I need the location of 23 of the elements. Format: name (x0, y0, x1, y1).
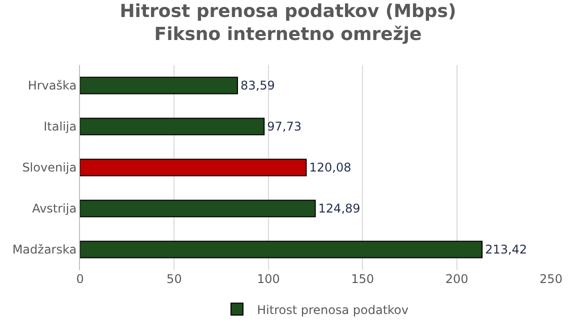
x-tick-label: 150 (351, 272, 374, 286)
bar (80, 240, 483, 258)
bar (80, 200, 316, 218)
chart-title: Hitrost prenosa podatkov (Mbps) Fiksno internetno omrežje (120, 0, 456, 46)
bar (80, 76, 238, 94)
data-label: 83,59 (240, 78, 275, 92)
y-tick-label: Avstrija (32, 202, 77, 216)
bar (80, 118, 265, 136)
y-tick-label: Italija (44, 120, 77, 134)
data-label: 213,42 (485, 242, 528, 256)
data-label: 120,08 (309, 160, 352, 174)
x-tick-label: 250 (540, 272, 562, 286)
data-label: 97,73 (267, 120, 302, 134)
x-tick-label: 50 (166, 272, 182, 286)
bar (80, 158, 307, 176)
y-tick-label: Hrvaška (28, 78, 77, 93)
legend-label: Hitrost prenosa podatkov (257, 302, 408, 317)
data-label: 124,89 (318, 202, 360, 216)
y-tick-label: Madžarska (12, 242, 77, 257)
x-tick-label: 100 (256, 272, 280, 286)
x-tick-label: 0 (76, 272, 84, 286)
y-tick-label: Slovenija (22, 160, 77, 175)
x-tick-label: 200 (445, 272, 468, 286)
